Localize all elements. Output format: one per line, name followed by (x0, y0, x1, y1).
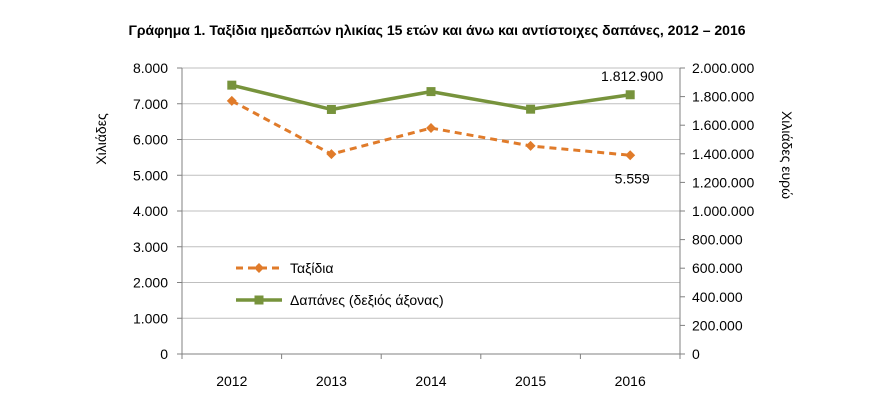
chart-title: Γράφημα 1. Ταξίδια ημεδαπών ηλικίας 15 ε… (128, 22, 746, 38)
right-tick-label: 200.000 (692, 317, 743, 333)
left-tick-label: 8.000 (133, 60, 168, 76)
right-tick-label: 1.600.000 (692, 117, 754, 133)
left-tick-label: 2.000 (133, 275, 168, 291)
right-axis-title: Χιλιάδες ευρώ (779, 111, 795, 199)
right-tick-label: 800.000 (692, 232, 743, 248)
left-tick-label: 6.000 (133, 132, 168, 148)
point-marker (625, 90, 635, 100)
right-tick-label: 0 (692, 346, 700, 362)
point-marker (254, 263, 264, 273)
point-marker (625, 150, 636, 161)
left-tick-label: 7.000 (133, 96, 168, 112)
x-tick-label: 2012 (216, 373, 247, 389)
legend-item: Ταξίδια (236, 260, 333, 276)
left-axis-title: Χιλιάδες (93, 113, 109, 165)
right-tick-label: 2.000.000 (692, 60, 754, 76)
data-label: 5.559 (615, 170, 650, 186)
left-tick-label: 3.000 (133, 239, 168, 255)
x-tick-label: 2014 (415, 373, 446, 389)
legend: Ταξίδια Δαπάνες (δεξιός άξονας) (236, 260, 444, 308)
right-tick-label: 400.000 (692, 289, 743, 305)
point-marker (326, 104, 336, 114)
gridlines (182, 67, 680, 319)
right-tick-label: 1.200.000 (692, 174, 754, 190)
data-labels: 5.559 1.812.900 (601, 68, 663, 187)
axes: 0 1.000 2.000 3.000 4.000 5.000 6.000 7.000 8.00… (93, 60, 795, 389)
series-layer (226, 80, 636, 161)
left-tick-label: 4.000 (133, 203, 168, 219)
left-tick-label: 1.000 (133, 310, 168, 326)
legend-item: Δαπάνες (δεξιός άξονας) (236, 292, 444, 308)
series-line (231, 99, 631, 157)
x-tick-label: 2013 (316, 373, 347, 389)
right-tick-label: 1.000.000 (692, 203, 754, 219)
right-tick-label: 1.400.000 (692, 146, 754, 162)
point-marker (426, 87, 436, 97)
point-marker (254, 295, 264, 305)
data-label: 1.812.900 (601, 68, 663, 84)
point-marker (226, 95, 237, 106)
legend-label: Ταξίδια (290, 260, 333, 276)
x-tick-label: 2015 (515, 373, 546, 389)
legend-label: Δαπάνες (δεξιός άξονας) (290, 292, 444, 308)
left-tick-label: 5.000 (133, 167, 168, 183)
point-marker (526, 104, 536, 114)
right-tick-label: 600.000 (692, 260, 743, 276)
right-tick-label: 1.800.000 (692, 89, 754, 105)
x-tick-label: 2016 (615, 373, 646, 389)
point-marker (227, 80, 237, 90)
series-2 (227, 80, 635, 114)
point-marker (326, 149, 337, 160)
point-marker (426, 123, 436, 134)
left-tick-label: 0 (160, 346, 168, 362)
point-marker (525, 140, 536, 151)
series-1 (226, 95, 636, 161)
